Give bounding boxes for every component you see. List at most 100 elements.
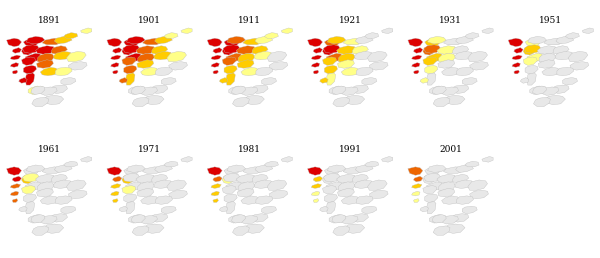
Polygon shape — [110, 191, 119, 196]
Polygon shape — [341, 67, 359, 76]
Polygon shape — [241, 196, 259, 204]
Polygon shape — [223, 45, 240, 53]
Polygon shape — [222, 186, 236, 194]
Polygon shape — [19, 206, 27, 212]
Polygon shape — [22, 45, 40, 53]
Polygon shape — [7, 167, 22, 175]
Polygon shape — [438, 60, 455, 68]
Polygon shape — [455, 36, 473, 44]
Polygon shape — [211, 55, 221, 60]
Polygon shape — [124, 167, 140, 175]
Polygon shape — [181, 28, 192, 34]
Polygon shape — [125, 201, 135, 214]
Polygon shape — [362, 206, 377, 214]
Polygon shape — [229, 86, 245, 94]
Polygon shape — [211, 184, 221, 188]
Polygon shape — [151, 214, 168, 222]
Polygon shape — [10, 191, 19, 196]
Polygon shape — [237, 188, 254, 197]
Polygon shape — [224, 167, 240, 175]
Polygon shape — [439, 53, 455, 63]
Polygon shape — [539, 53, 556, 63]
Polygon shape — [269, 190, 288, 199]
Polygon shape — [252, 174, 268, 183]
Polygon shape — [320, 78, 328, 83]
Polygon shape — [457, 67, 473, 76]
Polygon shape — [31, 215, 45, 223]
Polygon shape — [443, 167, 464, 173]
Polygon shape — [425, 194, 438, 203]
Polygon shape — [362, 78, 377, 85]
Polygon shape — [420, 78, 428, 83]
Polygon shape — [222, 174, 235, 184]
Polygon shape — [68, 190, 87, 199]
Polygon shape — [555, 51, 574, 60]
Polygon shape — [527, 53, 543, 62]
Polygon shape — [552, 85, 569, 93]
Polygon shape — [125, 73, 135, 85]
Polygon shape — [320, 206, 328, 212]
Polygon shape — [220, 78, 228, 83]
Polygon shape — [127, 165, 145, 172]
Polygon shape — [542, 87, 559, 95]
Polygon shape — [7, 38, 22, 47]
Polygon shape — [10, 63, 19, 67]
Polygon shape — [226, 182, 242, 190]
Title: 1901: 1901 — [138, 16, 161, 25]
Polygon shape — [427, 73, 436, 85]
Polygon shape — [123, 45, 140, 53]
Polygon shape — [482, 28, 493, 34]
Polygon shape — [323, 57, 337, 66]
Polygon shape — [432, 86, 446, 94]
Polygon shape — [432, 215, 446, 223]
Polygon shape — [425, 66, 438, 74]
Polygon shape — [333, 97, 350, 107]
Polygon shape — [453, 46, 469, 54]
Polygon shape — [238, 182, 255, 191]
Polygon shape — [23, 194, 37, 203]
Polygon shape — [232, 86, 245, 94]
Polygon shape — [341, 215, 358, 224]
Polygon shape — [152, 46, 168, 54]
Polygon shape — [152, 174, 168, 183]
Polygon shape — [323, 186, 337, 194]
Polygon shape — [207, 38, 222, 47]
Polygon shape — [223, 173, 240, 182]
Polygon shape — [325, 66, 338, 74]
Polygon shape — [110, 55, 121, 60]
Polygon shape — [25, 182, 41, 190]
Polygon shape — [23, 167, 40, 175]
Polygon shape — [445, 95, 465, 105]
Polygon shape — [423, 57, 437, 66]
Polygon shape — [236, 46, 256, 54]
Polygon shape — [22, 57, 35, 66]
Polygon shape — [455, 165, 473, 172]
Polygon shape — [327, 165, 346, 172]
Polygon shape — [136, 46, 155, 54]
Polygon shape — [428, 36, 446, 44]
Polygon shape — [437, 174, 457, 183]
Polygon shape — [453, 174, 469, 183]
Polygon shape — [37, 60, 53, 68]
Polygon shape — [254, 180, 273, 188]
Polygon shape — [442, 215, 458, 224]
Polygon shape — [326, 201, 335, 214]
Polygon shape — [211, 63, 220, 67]
Polygon shape — [455, 180, 473, 188]
Polygon shape — [323, 45, 340, 53]
Polygon shape — [412, 63, 420, 67]
Polygon shape — [254, 51, 273, 60]
Title: 1921: 1921 — [339, 16, 362, 25]
Polygon shape — [227, 165, 245, 172]
Polygon shape — [227, 36, 245, 44]
Polygon shape — [251, 214, 268, 222]
Polygon shape — [352, 85, 368, 93]
Polygon shape — [64, 161, 78, 167]
Polygon shape — [345, 224, 365, 233]
Polygon shape — [313, 48, 323, 53]
Polygon shape — [122, 57, 136, 66]
Polygon shape — [420, 206, 428, 212]
Polygon shape — [252, 46, 268, 54]
Polygon shape — [12, 176, 22, 182]
Polygon shape — [508, 38, 523, 47]
